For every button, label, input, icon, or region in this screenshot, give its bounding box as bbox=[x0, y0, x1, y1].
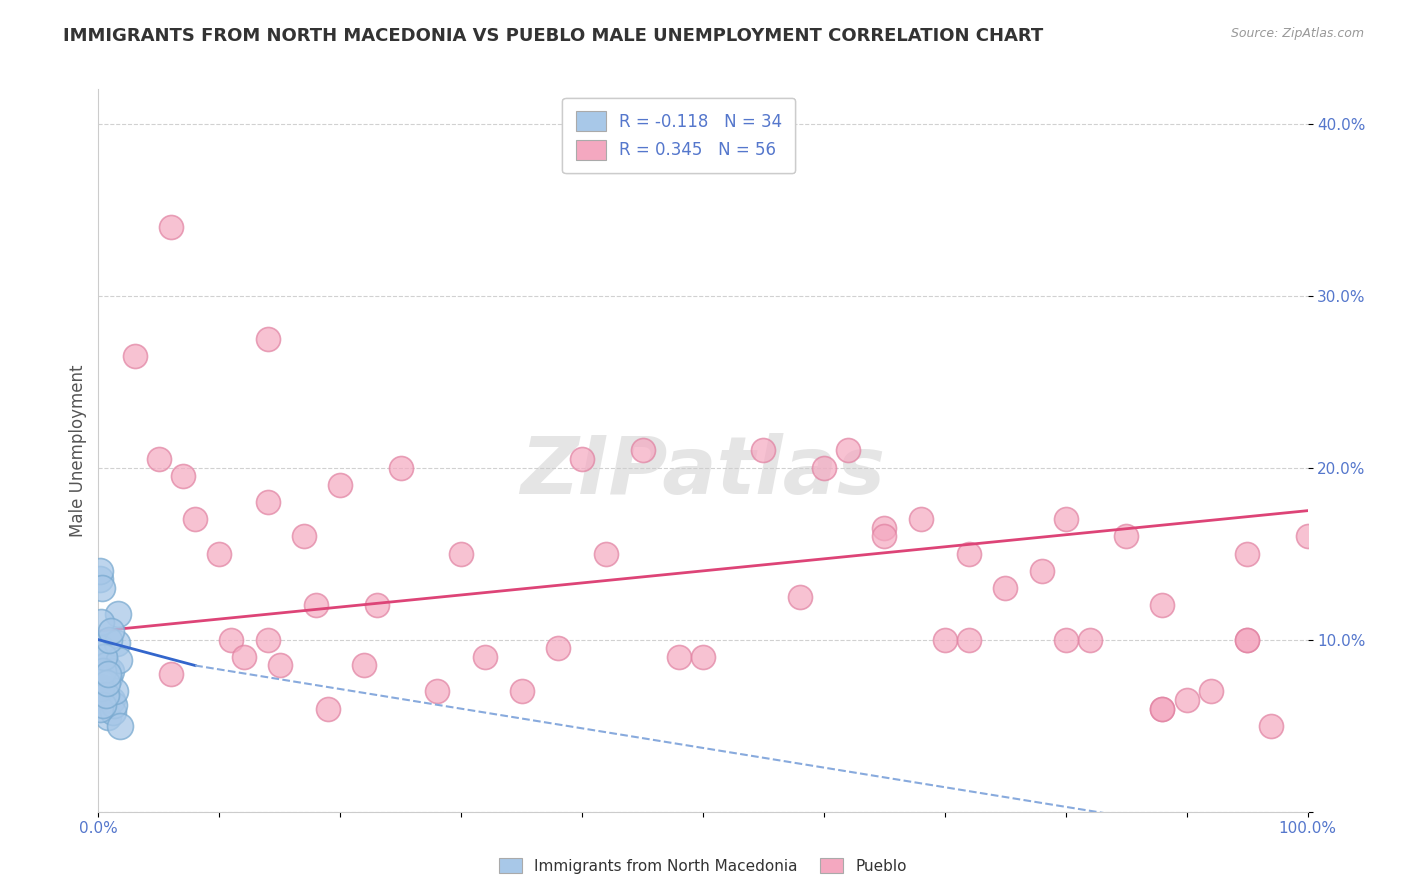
Point bbox=[124, 349, 146, 363]
Point bbox=[184, 512, 207, 526]
Point bbox=[98, 632, 121, 647]
Point bbox=[994, 581, 1017, 595]
Point bbox=[256, 495, 278, 509]
Point bbox=[100, 624, 122, 639]
Point bbox=[208, 547, 231, 561]
Point bbox=[96, 675, 118, 690]
Point bbox=[221, 632, 243, 647]
Point bbox=[595, 547, 617, 561]
Point bbox=[90, 641, 112, 656]
Point bbox=[108, 719, 131, 733]
Point bbox=[256, 332, 278, 346]
Legend: R = -0.118   N = 34, R = 0.345   N = 56: R = -0.118 N = 34, R = 0.345 N = 56 bbox=[562, 97, 796, 173]
Point bbox=[692, 649, 714, 664]
Point bbox=[104, 684, 127, 698]
Point bbox=[934, 632, 956, 647]
Point bbox=[232, 649, 254, 664]
Point bbox=[103, 698, 125, 712]
Point bbox=[96, 688, 118, 702]
Point bbox=[873, 521, 896, 535]
Point bbox=[450, 547, 472, 561]
Point bbox=[1199, 684, 1222, 698]
Point bbox=[1296, 529, 1319, 543]
Point bbox=[269, 658, 291, 673]
Point bbox=[108, 653, 131, 667]
Point bbox=[91, 664, 114, 678]
Point bbox=[93, 649, 115, 664]
Point bbox=[1152, 599, 1174, 613]
Point bbox=[1260, 719, 1282, 733]
Point bbox=[107, 607, 129, 621]
Point bbox=[1152, 701, 1174, 715]
Point bbox=[160, 219, 183, 234]
Point bbox=[97, 710, 120, 724]
Point bbox=[510, 684, 533, 698]
Point bbox=[172, 469, 194, 483]
Point bbox=[837, 443, 859, 458]
Point bbox=[101, 705, 124, 719]
Point bbox=[353, 658, 375, 673]
Point bbox=[98, 671, 121, 685]
Point bbox=[389, 460, 412, 475]
Point bbox=[91, 684, 114, 698]
Point bbox=[93, 649, 115, 664]
Text: IMMIGRANTS FROM NORTH MACEDONIA VS PUEBLO MALE UNEMPLOYMENT CORRELATION CHART: IMMIGRANTS FROM NORTH MACEDONIA VS PUEBL… bbox=[63, 27, 1043, 45]
Point bbox=[668, 649, 690, 664]
Point bbox=[571, 452, 593, 467]
Point bbox=[89, 564, 111, 578]
Point bbox=[94, 688, 117, 702]
Text: ZIPatlas: ZIPatlas bbox=[520, 434, 886, 511]
Point bbox=[91, 693, 114, 707]
Point bbox=[1115, 529, 1137, 543]
Point bbox=[752, 443, 775, 458]
Point bbox=[90, 681, 112, 695]
Point bbox=[1175, 693, 1198, 707]
Point bbox=[329, 478, 352, 492]
Point bbox=[91, 675, 114, 690]
Point bbox=[1236, 547, 1258, 561]
Point bbox=[1054, 512, 1077, 526]
Legend: Immigrants from North Macedonia, Pueblo: Immigrants from North Macedonia, Pueblo bbox=[492, 852, 914, 880]
Point bbox=[1031, 564, 1053, 578]
Point bbox=[89, 573, 111, 587]
Point bbox=[316, 701, 339, 715]
Point bbox=[100, 693, 122, 707]
Point bbox=[813, 460, 835, 475]
Point bbox=[789, 590, 811, 604]
Point bbox=[105, 636, 128, 650]
Point bbox=[547, 641, 569, 656]
Point bbox=[910, 512, 932, 526]
Point bbox=[957, 547, 980, 561]
Point bbox=[873, 529, 896, 543]
Point bbox=[90, 615, 112, 630]
Point bbox=[1054, 632, 1077, 647]
Point bbox=[1236, 632, 1258, 647]
Point bbox=[256, 632, 278, 647]
Point bbox=[292, 529, 315, 543]
Point bbox=[91, 581, 114, 595]
Point bbox=[474, 649, 496, 664]
Point bbox=[1236, 632, 1258, 647]
Point bbox=[426, 684, 449, 698]
Point bbox=[90, 667, 112, 681]
Text: Source: ZipAtlas.com: Source: ZipAtlas.com bbox=[1230, 27, 1364, 40]
Point bbox=[957, 632, 980, 647]
Point bbox=[89, 671, 111, 685]
Point bbox=[94, 658, 117, 673]
Point bbox=[89, 701, 111, 715]
Point bbox=[148, 452, 170, 467]
Point bbox=[97, 667, 120, 681]
Point bbox=[1078, 632, 1101, 647]
Y-axis label: Male Unemployment: Male Unemployment bbox=[69, 364, 87, 537]
Point bbox=[305, 599, 328, 613]
Point bbox=[160, 667, 183, 681]
Point bbox=[1152, 701, 1174, 715]
Point bbox=[91, 698, 114, 712]
Point bbox=[366, 599, 388, 613]
Point bbox=[100, 664, 122, 678]
Point bbox=[631, 443, 654, 458]
